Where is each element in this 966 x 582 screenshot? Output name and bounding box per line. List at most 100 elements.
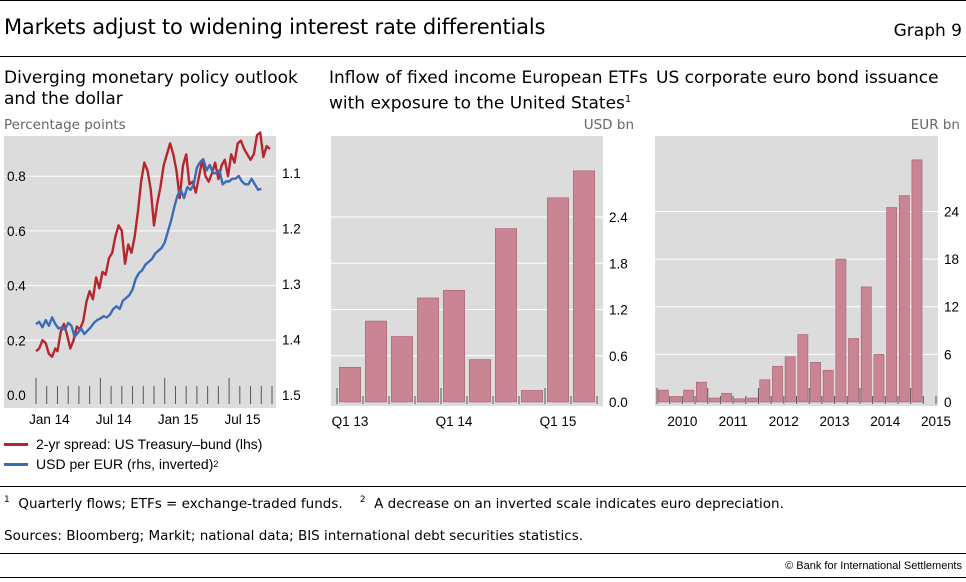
right-plot-bars bbox=[657, 159, 923, 403]
legend-item-blue: USD per EUR (rhs, inverted) 2 bbox=[4, 456, 218, 472]
page-title: Markets adjust to widening interest rate… bbox=[4, 15, 546, 39]
bar bbox=[734, 398, 745, 403]
y-tick-label: 0.0 bbox=[609, 395, 628, 410]
bar bbox=[365, 320, 387, 403]
left-y-axis-lhs: 0.0 0.2 0.4 0.6 0.8 bbox=[7, 169, 26, 403]
bar bbox=[911, 159, 923, 403]
y-tick-label: 1.2 bbox=[609, 303, 628, 318]
bar bbox=[898, 195, 910, 403]
mid-panel-title-line1: Inflow of fixed income European ETFs bbox=[329, 68, 648, 88]
bar bbox=[495, 228, 517, 403]
footnote-1-mark: 1 bbox=[4, 495, 10, 505]
bar bbox=[339, 367, 361, 403]
y-tick-label: 24 bbox=[944, 204, 960, 219]
y-tick-label: 12 bbox=[944, 300, 959, 315]
left-x-tick-label: Jul 14 bbox=[96, 412, 133, 427]
left-y-rhs-tick-label: 1.2 bbox=[282, 222, 301, 237]
y-tick-label: 2.4 bbox=[609, 210, 628, 225]
mid-y-axis: 0.0 0.6 1.2 1.8 2.4 bbox=[609, 210, 628, 410]
left-y-tick-label: 0.0 bbox=[7, 388, 26, 403]
bar bbox=[835, 258, 847, 403]
bar bbox=[886, 207, 897, 403]
bar bbox=[784, 356, 796, 403]
x-tick-label: 2013 bbox=[820, 414, 850, 429]
left-x-tick-label: Jan 14 bbox=[29, 412, 70, 427]
left-x-tick-label: Jul 15 bbox=[224, 412, 260, 427]
x-tick-label: Q1 15 bbox=[540, 414, 577, 429]
series-line bbox=[35, 158, 262, 338]
graph-number: Graph 9 bbox=[893, 21, 962, 41]
legend-swatch-blue bbox=[4, 462, 28, 466]
mid-panel-title-line2: with exposure to the United States bbox=[329, 93, 625, 114]
x-tick-label: 2010 bbox=[667, 414, 697, 429]
legend-label-blue: USD per EUR (rhs, inverted) bbox=[36, 456, 214, 472]
x-tick-label: 2012 bbox=[769, 414, 799, 429]
mid-panel-title-note: 1 bbox=[624, 94, 632, 105]
right-panel-title: US corporate euro bond issuance bbox=[656, 68, 939, 88]
mid-plot-bars bbox=[339, 170, 595, 403]
left-y-tick-label: 0.2 bbox=[7, 333, 26, 348]
bottom-rule bbox=[0, 577, 966, 578]
left-plot-lines bbox=[35, 131, 271, 358]
bar bbox=[547, 197, 569, 403]
left-panel-title-line1: Diverging monetary policy outlook bbox=[4, 68, 298, 88]
mid-x-axis: Q1 13 Q1 14 Q1 15 bbox=[332, 388, 598, 429]
sources-note: Sources: Bloomberg; Markit; national dat… bbox=[4, 528, 584, 544]
x-tick-label: 2011 bbox=[719, 414, 748, 429]
legend-item-red: 2-yr spread: US Treasury–bund (lhs) bbox=[4, 436, 262, 452]
y-tick-label: 6 bbox=[944, 347, 952, 362]
y-tick-label: 18 bbox=[944, 252, 959, 267]
series-line bbox=[35, 131, 271, 358]
footnote-rule bbox=[0, 486, 966, 487]
left-y-rhs-tick-label: 1.3 bbox=[282, 277, 301, 292]
bar bbox=[860, 286, 872, 403]
left-x-tick-label: Jan 15 bbox=[158, 412, 199, 427]
left-y-axis-rhs: 1.1 1.2 1.3 1.4 1.5 bbox=[282, 166, 301, 403]
footnote-1-text: Quarterly flows; ETFs = exchange-traded … bbox=[18, 496, 343, 512]
bar bbox=[657, 389, 669, 403]
bar bbox=[721, 392, 733, 403]
bar bbox=[822, 369, 834, 403]
left-panel-title: Diverging monetary policy outlook and th… bbox=[4, 68, 298, 110]
y-tick-label: 0 bbox=[944, 395, 952, 410]
left-y-tick-label: 0.6 bbox=[7, 224, 26, 239]
bar bbox=[873, 354, 885, 403]
left-y-rhs-tick-label: 1.1 bbox=[282, 166, 301, 181]
x-tick-label: Q1 14 bbox=[436, 414, 473, 429]
left-x-axis: Jan 14 Jul 14 Jan 15 Jul 15 bbox=[29, 378, 273, 427]
left-y-rhs-tick-label: 1.5 bbox=[282, 388, 301, 403]
bar bbox=[417, 297, 439, 403]
right-x-axis: 2010 2011 2012 2013 2014 2015 bbox=[656, 388, 951, 429]
bar bbox=[670, 396, 682, 403]
bar bbox=[683, 389, 695, 403]
x-tick-label: 2015 bbox=[921, 414, 951, 429]
mid-panel-unit: USD bn bbox=[583, 117, 634, 133]
legend-swatch-red bbox=[4, 442, 28, 446]
sources-rule bbox=[0, 553, 966, 554]
bar bbox=[521, 390, 543, 403]
bar bbox=[573, 170, 595, 403]
y-tick-label: 1.8 bbox=[609, 256, 628, 271]
bar bbox=[391, 336, 413, 403]
bar bbox=[810, 362, 821, 403]
left-y-tick-label: 0.4 bbox=[7, 279, 26, 294]
right-y-axis: 0 6 12 18 24 bbox=[944, 204, 960, 410]
left-y-tick-label: 0.8 bbox=[7, 169, 26, 184]
right-panel-unit: EUR bn bbox=[910, 117, 960, 133]
bar bbox=[696, 381, 707, 403]
footnotes: 1 Quarterly flows; ETFs = exchange-trade… bbox=[4, 495, 784, 512]
left-panel-title-line2: and the dollar bbox=[4, 89, 123, 109]
bar bbox=[759, 379, 771, 403]
x-tick-label: Q1 13 bbox=[332, 414, 369, 429]
footnote-2-text: A decrease on an inverted scale indicate… bbox=[374, 496, 784, 512]
bar bbox=[443, 289, 465, 403]
left-panel-unit: Percentage points bbox=[4, 117, 126, 133]
bar bbox=[469, 359, 491, 403]
top-rule bbox=[0, 0, 966, 1]
y-tick-label: 0.6 bbox=[609, 349, 628, 364]
left-y-rhs-tick-label: 1.4 bbox=[282, 333, 301, 348]
bar bbox=[772, 365, 783, 403]
bar bbox=[746, 397, 758, 403]
mid-panel-title: Inflow of fixed income European ETFs wit… bbox=[329, 68, 648, 115]
